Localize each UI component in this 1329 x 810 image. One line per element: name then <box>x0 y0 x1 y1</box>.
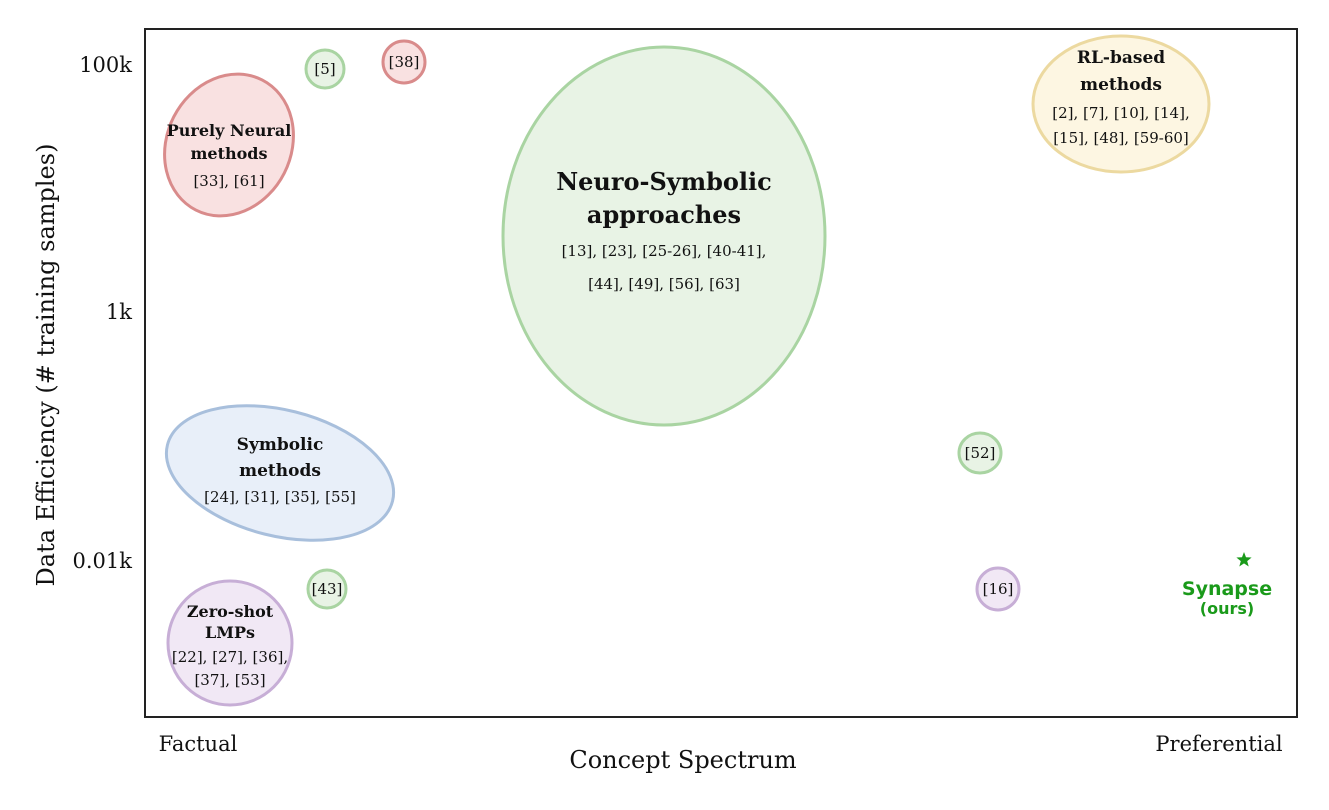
group-refs-ref-52-0: [52] <box>965 444 996 462</box>
group-bubble-zero-shot <box>166 579 294 707</box>
group-bubble-symbolic <box>164 404 396 542</box>
group-bubble-ref-16 <box>975 566 1021 612</box>
group-refs-rl-based-0: [2], [7], [10], [14], <box>1052 104 1189 122</box>
group-title-neuro-symbolic-0: Neuro-Symbolic <box>556 167 772 196</box>
group-refs-neuro-symbolic-0: [13], [23], [25-26], [40-41], <box>562 242 767 260</box>
group-title-rl-based-1: methods <box>1080 75 1162 95</box>
group-refs-neuro-symbolic-1: [44], [49], [56], [63] <box>588 275 740 293</box>
group-refs-ref-16-0: [16] <box>983 580 1014 598</box>
group-ref-38: [38] <box>381 39 427 85</box>
group-zero-shot: Zero-shot LMPs [22], [27], [36], [37], [53] <box>166 579 294 707</box>
group-title-purely-neural-0: Purely Neural <box>167 121 292 140</box>
group-symbolic: Symbolic methods [24], [31], [35], [55] <box>164 404 396 542</box>
group-purely-neural: Purely Neural methods [33], [61] <box>163 72 295 218</box>
groups-layer: Purely Neural methods [33], [61] [5] [38] Neu… <box>163 34 1211 707</box>
group-bubble-ref-52 <box>957 431 1003 475</box>
group-bubble-purely-neural <box>163 72 295 218</box>
group-ref-43: [43] <box>306 568 348 610</box>
group-bubble-ref-43 <box>306 568 348 610</box>
group-ref-52: [52] <box>957 431 1003 475</box>
group-title-neuro-symbolic-1: approaches <box>587 200 741 229</box>
group-title-symbolic-1: methods <box>239 461 321 481</box>
group-neuro-symbolic: Neuro-Symbolic approaches [13], [23], [25-… <box>501 45 827 427</box>
group-title-rl-based-0: RL-based <box>1077 48 1165 68</box>
y-tick-label-100k: 100k <box>79 53 132 77</box>
plot-area-frame <box>144 28 1298 718</box>
group-refs-symbolic-0: [24], [31], [35], [55] <box>204 488 356 506</box>
ours-star-marker <box>1236 552 1252 567</box>
x-tick-label-preferential: Preferential <box>1155 732 1282 756</box>
group-title-purely-neural-1: methods <box>191 144 268 163</box>
group-refs-purely-neural-0: [33], [61] <box>193 172 264 190</box>
x-axis-title: Concept Spectrum <box>569 746 797 774</box>
group-refs-zero-shot-1: [37], [53] <box>194 671 265 689</box>
y-tick-label-1k: 1k <box>106 300 132 324</box>
group-bubble-ref-5 <box>304 48 346 90</box>
group-title-zero-shot-1: LMPs <box>205 623 255 642</box>
ours-layer: Synapse(ours) <box>1182 552 1272 618</box>
group-refs-ref-38-0: [38] <box>389 53 420 71</box>
group-bubble-rl-based <box>1031 34 1211 174</box>
group-refs-ref-5-0: [5] <box>314 60 335 78</box>
group-bubble-ref-38 <box>381 39 427 85</box>
ours-label-1: (ours) <box>1200 599 1254 618</box>
x-tick-label-factual: Factual <box>159 732 238 756</box>
group-title-symbolic-0: Symbolic <box>237 435 324 455</box>
y-tick-label-0.01k: 0.01k <box>73 549 133 573</box>
group-refs-zero-shot-0: [22], [27], [36], <box>172 648 288 666</box>
group-refs-ref-43-0: [43] <box>312 580 343 598</box>
group-refs-rl-based-1: [15], [48], [59-60] <box>1053 129 1189 147</box>
group-rl-based: RL-based methods [2], [7], [10], [14], [15]… <box>1031 34 1211 174</box>
group-ref-5: [5] <box>304 48 346 90</box>
group-ref-16: [16] <box>975 566 1021 612</box>
group-bubble-neuro-symbolic <box>501 45 827 427</box>
group-title-zero-shot-0: Zero-shot <box>187 602 274 621</box>
y-axis-title: Data Efficiency (# training samples) <box>32 144 60 587</box>
ours-label-0: Synapse <box>1182 578 1272 600</box>
